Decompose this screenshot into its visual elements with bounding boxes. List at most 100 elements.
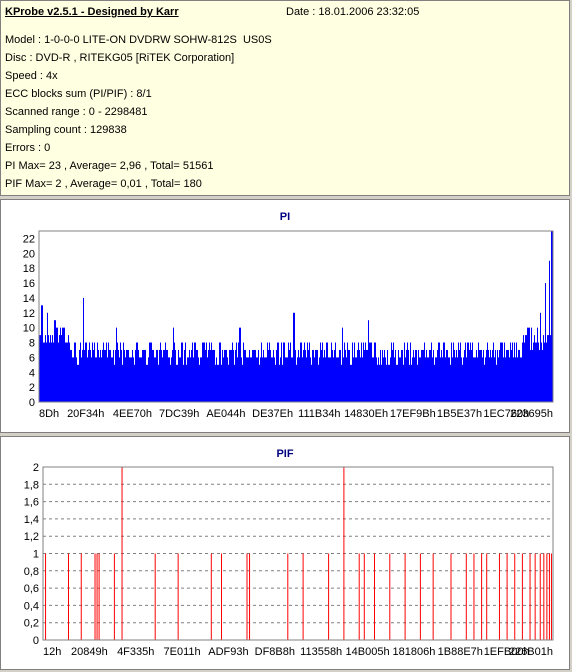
pi-bar [228, 364, 229, 402]
pi-bar [197, 349, 198, 402]
pi-bar [70, 349, 71, 402]
pi-bar [175, 349, 176, 402]
pi-bar [233, 349, 234, 402]
pi-x-tick-label: 17EF9Bh [390, 408, 436, 420]
pi-bar [517, 357, 518, 402]
pi-bar [315, 349, 316, 402]
pi-bar [296, 364, 297, 402]
pi-bar [290, 342, 291, 402]
pi-bar [165, 342, 166, 402]
pi-bar [151, 342, 152, 402]
pi-y-tick-label: 14 [23, 293, 35, 305]
pi-bar [504, 342, 505, 402]
pi-bar [274, 357, 275, 402]
pi-bar [544, 342, 545, 402]
pif-y-tick-label: 0,2 [24, 618, 39, 630]
pi-bar [149, 342, 150, 402]
pi-bar [77, 364, 78, 402]
pi-bar [311, 364, 312, 402]
pi-bar [491, 357, 492, 402]
pi-bar [469, 349, 470, 402]
pi-bar [346, 357, 347, 402]
pi-bar [510, 342, 511, 402]
pi-bar [459, 349, 460, 402]
pi-bar [68, 335, 69, 402]
pi-bar [424, 342, 425, 402]
pi-bar [481, 349, 482, 402]
pi-bar [337, 357, 338, 402]
pi-bar [350, 364, 351, 402]
pif-y-tick-label: 1,6 [24, 497, 39, 509]
pi-bar [141, 357, 142, 402]
pi-stats-line: PI Max= 23 , Average= 2,96 , Total= 5156… [5, 160, 214, 172]
pi-bar [246, 357, 247, 402]
pi-bar [353, 357, 354, 402]
pi-bar [471, 349, 472, 402]
pi-bar [365, 342, 366, 402]
pi-bar [258, 349, 259, 402]
pi-bar [479, 349, 480, 402]
pi-bar [186, 364, 187, 402]
pi-bar [439, 342, 440, 402]
pi-bar [506, 349, 507, 402]
pi-bar [112, 357, 113, 402]
pi-bar [168, 357, 169, 402]
pi-bar [135, 349, 136, 402]
pi-bar [440, 357, 441, 402]
pi-bar [395, 349, 396, 402]
pi-bar [285, 357, 286, 402]
pi-bar [109, 349, 110, 402]
pi-bar [308, 349, 309, 402]
pi-bar [391, 342, 392, 402]
pi-bar [533, 342, 534, 402]
pi-bar [120, 342, 121, 402]
pi-bar [79, 349, 80, 402]
pi-bar [132, 349, 133, 402]
pi-bar [484, 364, 485, 402]
pi-bar [526, 335, 527, 402]
pif-x-tick-label: 113558h [300, 646, 342, 658]
pi-bar [499, 349, 500, 402]
pi-bar [138, 349, 139, 402]
pi-bar [277, 342, 278, 402]
pi-bar [176, 364, 177, 402]
pi-bar [359, 349, 360, 402]
pi-bar [334, 349, 335, 402]
pi-x-tick-label: 4EE70h [113, 408, 152, 420]
pi-bar [354, 342, 355, 402]
pi-bar [453, 342, 454, 402]
pi-bar [88, 349, 89, 402]
pi-bar [441, 349, 442, 402]
pi-bar [288, 342, 289, 402]
pi-x-tick-label: AE044h [206, 408, 245, 420]
pi-bar [198, 357, 199, 402]
pi-bar [100, 349, 101, 402]
pi-bar [192, 342, 193, 402]
pi-bar [514, 342, 515, 402]
pi-bar [520, 357, 521, 402]
pi-bar [380, 349, 381, 402]
pi-bar [406, 349, 407, 402]
pi-bar [263, 349, 264, 402]
pi-bar [222, 349, 223, 402]
pi-bar [360, 357, 361, 402]
pi-bar [347, 342, 348, 402]
pi-bar [377, 364, 378, 402]
pi-bar [317, 349, 318, 402]
pi-bar [60, 327, 61, 402]
pi-bar [163, 349, 164, 402]
pi-y-tick-label: 22 [23, 233, 35, 245]
pi-bar [179, 357, 180, 402]
pi-bar [455, 357, 456, 402]
pi-x-tick-label: DE37Eh [252, 408, 293, 420]
pi-bar [83, 297, 84, 402]
pif-y-tick-label: 2 [33, 462, 39, 474]
pi-bar [363, 342, 364, 402]
pi-bar [330, 357, 331, 402]
pi-bar [61, 335, 62, 402]
pi-bar [117, 342, 118, 402]
pi-bar [321, 349, 322, 402]
pi-bar [107, 357, 108, 402]
pi-bar [253, 349, 254, 402]
pi-bar [187, 357, 188, 402]
